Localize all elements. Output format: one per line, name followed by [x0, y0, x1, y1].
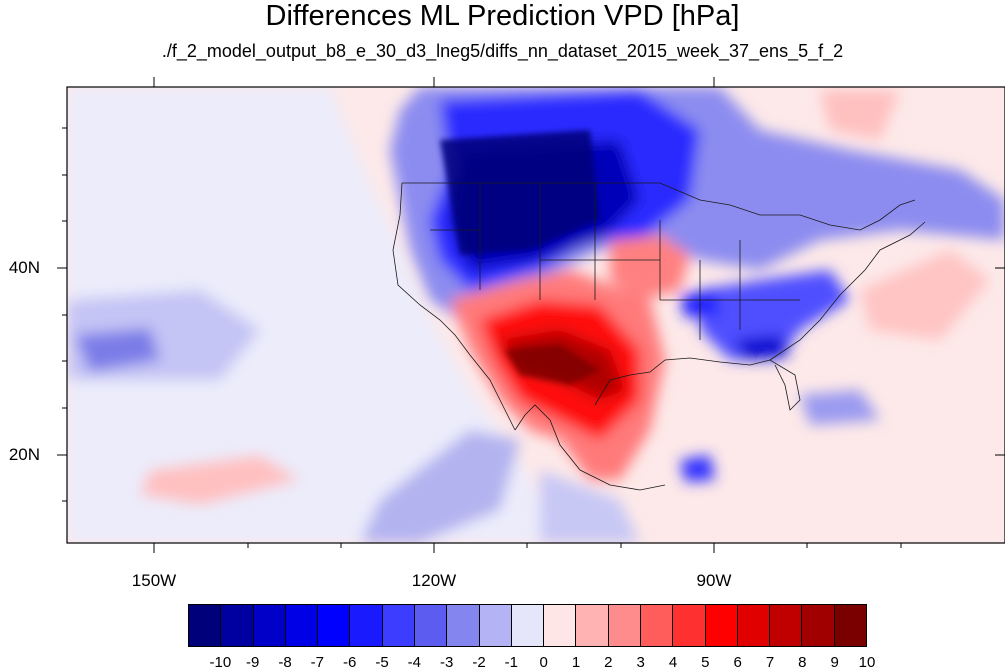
colorbar-box — [221, 605, 254, 646]
colorbar-tick-label: 1 — [571, 654, 581, 671]
colorbar-tick-label: 10 — [858, 654, 876, 671]
colorbar-box — [318, 605, 351, 646]
colorbar-box — [479, 605, 512, 646]
colorbar-tick-label: 0 — [539, 654, 548, 671]
colorbar-tick-label: 6 — [733, 654, 742, 671]
colorbar-box — [737, 605, 771, 646]
colorbar-tick-label: -5 — [375, 654, 389, 671]
colorbar-tick-label: -2 — [472, 654, 486, 671]
colorbar-tick-label: 4 — [668, 654, 678, 671]
colorbar-tick-label: -10 — [209, 654, 232, 671]
colorbar-box — [544, 605, 577, 646]
colorbar-tick-label: 9 — [830, 654, 839, 671]
colorbar-box — [802, 605, 835, 646]
colorbar-box — [414, 605, 448, 646]
colorbar-tick-label: 5 — [701, 654, 710, 671]
colorbar-box — [640, 605, 674, 646]
chart-title: Differences ML Prediction VPD [hPa] — [265, 0, 740, 32]
lon-label-90w: 90W — [696, 571, 732, 590]
colorbar-box — [834, 605, 866, 646]
colorbar-tick-label: -6 — [342, 654, 357, 671]
colorbar-box — [447, 605, 480, 646]
colorbar-tick-label: -8 — [278, 654, 292, 671]
colorbar-tick-label: -4 — [407, 654, 421, 671]
colorbar-box — [350, 605, 383, 646]
colorbar-tick-label: -7 — [310, 654, 324, 671]
colorbar-tick-label: -1 — [504, 654, 518, 671]
colorbar-box — [253, 605, 286, 646]
colorbar-box — [608, 605, 641, 646]
colorbar-box — [382, 605, 415, 646]
colorbar-box — [576, 605, 609, 646]
colorbar-tick-label: 7 — [765, 654, 775, 671]
colorbar-tick-label: 3 — [636, 654, 645, 671]
colorbar-box — [285, 605, 319, 646]
lon-label-150w: 150W — [131, 571, 177, 590]
colorbar-box — [189, 605, 222, 646]
colorbar — [188, 604, 867, 647]
colorbar-tick-label: -3 — [439, 654, 454, 671]
lat-label-20n: 20N — [8, 445, 40, 464]
colorbar-tick-label: -9 — [245, 654, 260, 671]
colorbar-box — [770, 605, 803, 646]
colorbar-box — [673, 605, 706, 646]
lon-label-120w: 120W — [411, 571, 457, 590]
chart-subtitle: ./f_2_model_output_b8_e_30_d3_lneg5/diff… — [161, 41, 844, 61]
colorbar-box — [705, 605, 738, 646]
colorbar-tick-label: 8 — [798, 654, 807, 671]
colorbar-box — [511, 605, 545, 646]
vpd-difference-map — [57, 77, 1005, 553]
lat-label-40n: 40N — [8, 258, 40, 277]
colorbar-tick-label: 2 — [604, 654, 613, 671]
